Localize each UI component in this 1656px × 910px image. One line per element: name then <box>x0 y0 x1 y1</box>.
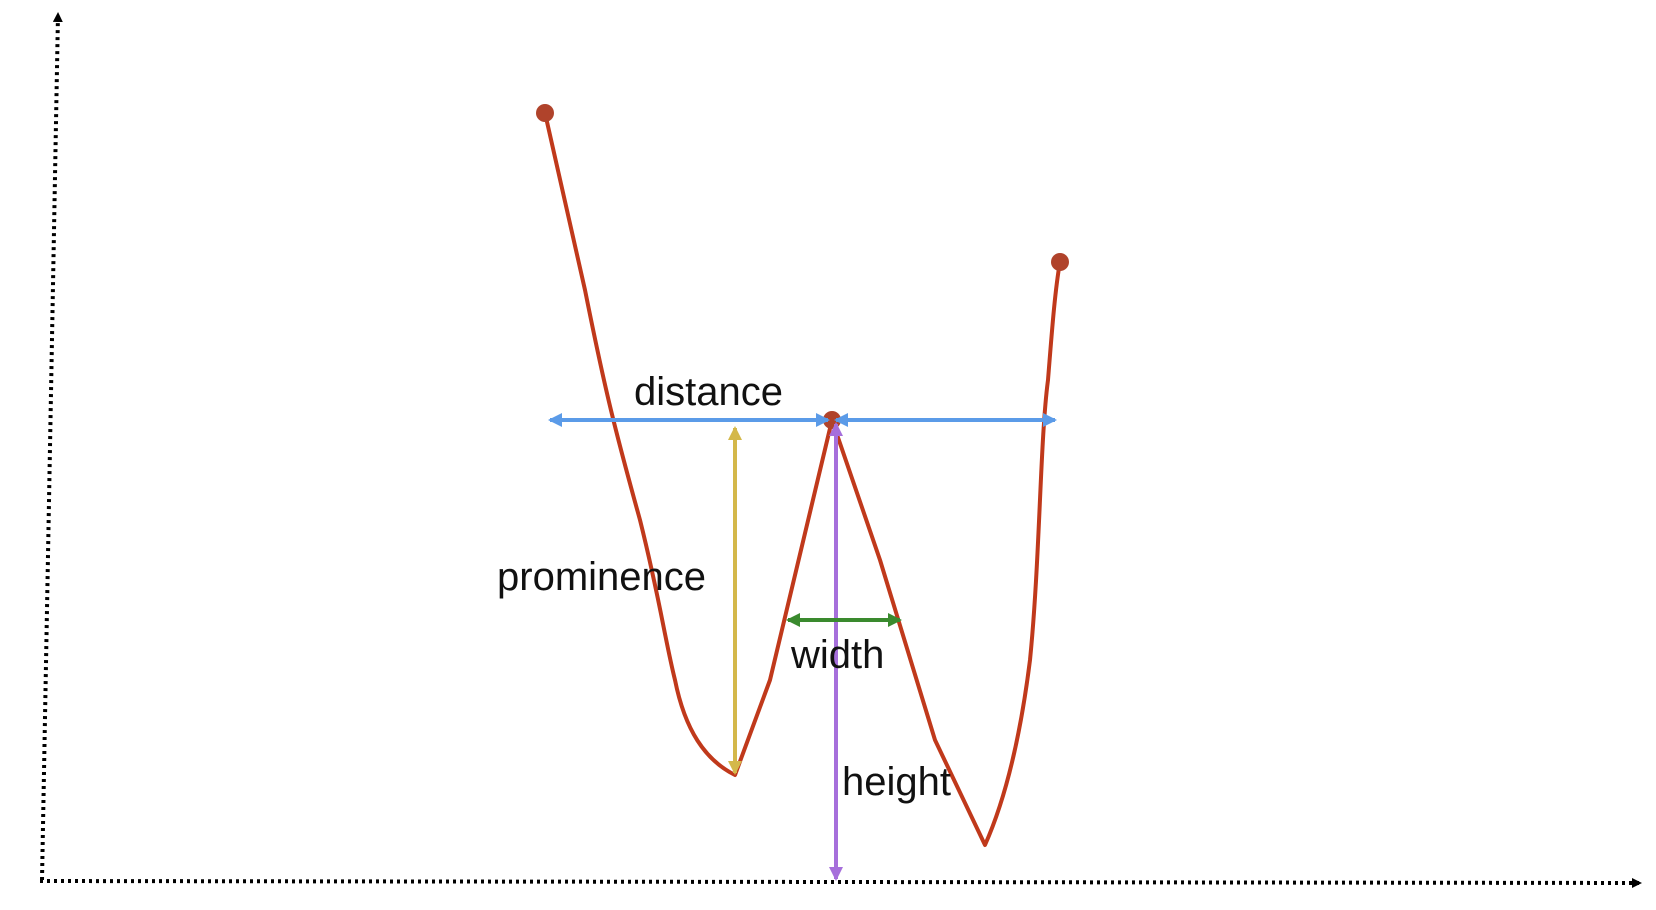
start-point-marker <box>536 104 554 122</box>
distance-label: distance <box>634 370 783 414</box>
signal-curve <box>543 111 1062 847</box>
height-label: height <box>842 760 951 804</box>
prominence-label: prominence <box>497 555 706 599</box>
end-point-marker <box>1051 253 1069 271</box>
y-axis <box>40 12 63 881</box>
width-label: width <box>790 633 884 677</box>
x-axis <box>39 877 1642 888</box>
